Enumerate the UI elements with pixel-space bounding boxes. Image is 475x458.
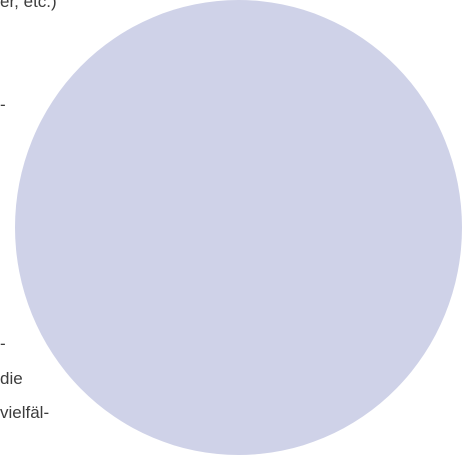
- text-fragment-2: -: [0, 95, 6, 114]
- text-fragment-1: er, etc.): [0, 0, 57, 11]
- text-fragment-4: die: [0, 369, 23, 388]
- circle-figure: [15, 0, 462, 455]
- text-fragment-3: -: [0, 334, 6, 353]
- text-fragment-5: vielfäl-: [0, 403, 50, 422]
